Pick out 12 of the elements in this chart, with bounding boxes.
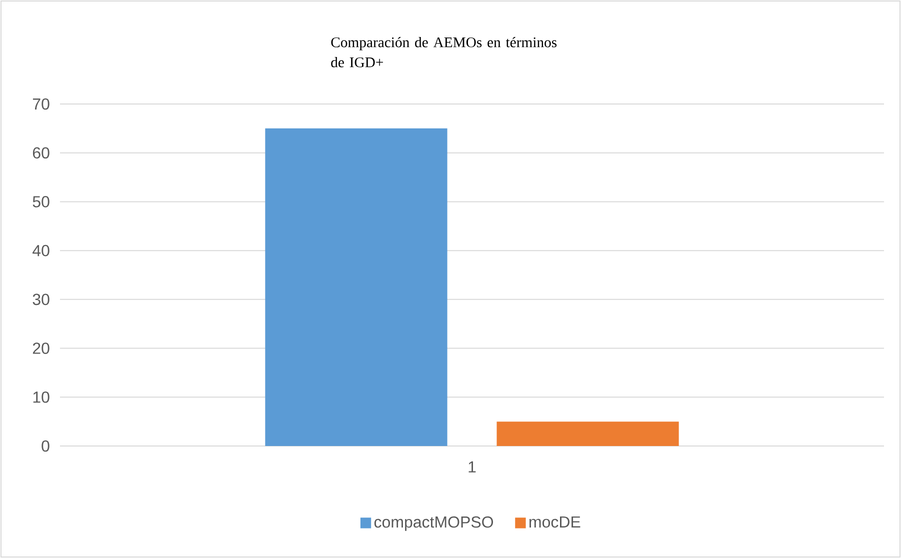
y-tick-label: 0 bbox=[42, 440, 50, 452]
y-tick-label: 60 bbox=[32, 147, 50, 159]
y-tick-label: 20 bbox=[32, 342, 50, 354]
chart-title: Comparación de AEMOs en términos de IGD+ bbox=[331, 36, 557, 68]
y-tick-label: 10 bbox=[33, 391, 50, 403]
x-tick-label: 1 bbox=[468, 461, 476, 472]
y-tick-label: 40 bbox=[32, 244, 50, 256]
y-tick-label: 70 bbox=[32, 98, 50, 110]
y-tick-label: 30 bbox=[32, 294, 50, 306]
y-tick-label: 50 bbox=[32, 196, 50, 208]
legend-label: compactMOPSO bbox=[374, 516, 494, 531]
legend-label: mocDE bbox=[530, 516, 580, 528]
